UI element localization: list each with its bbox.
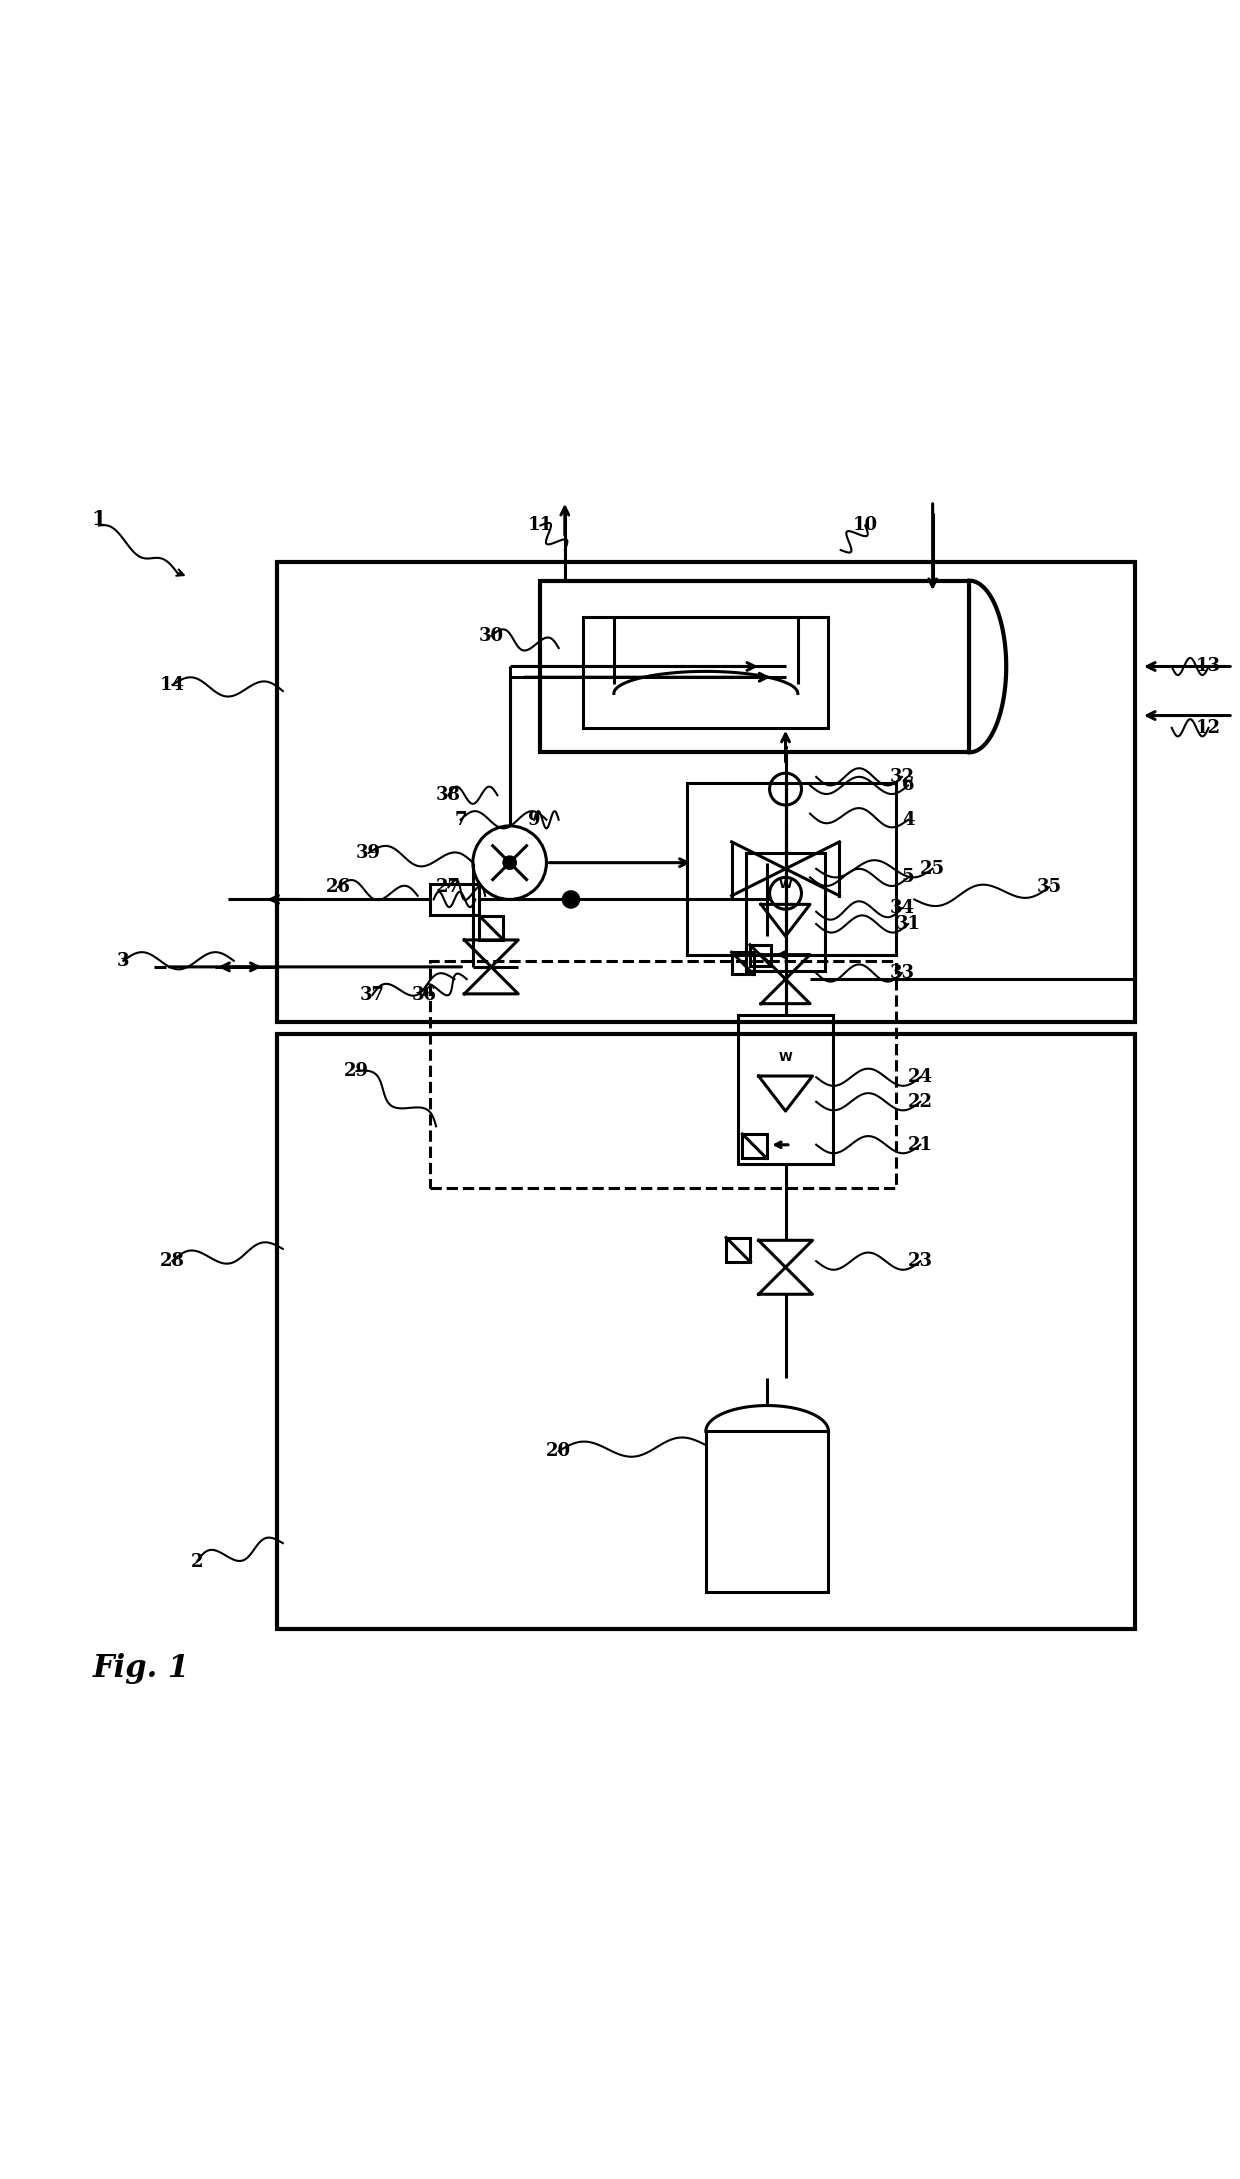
Bar: [687, 782, 895, 954]
Text: 33: 33: [889, 963, 915, 983]
Bar: [583, 617, 828, 728]
Text: 31: 31: [895, 915, 920, 933]
Text: 12: 12: [1197, 719, 1221, 737]
Text: 4: 4: [901, 811, 914, 828]
Text: 10: 10: [853, 516, 878, 534]
Text: 14: 14: [160, 675, 185, 693]
Text: 24: 24: [908, 1068, 932, 1087]
Text: Fig. 1: Fig. 1: [93, 1652, 190, 1684]
Bar: [277, 1035, 1135, 1630]
Text: 11: 11: [528, 516, 553, 534]
Text: 34: 34: [889, 900, 915, 917]
Bar: [727, 1238, 750, 1262]
Bar: [277, 562, 1135, 1022]
Text: 28: 28: [160, 1253, 185, 1270]
Text: 37: 37: [360, 987, 384, 1005]
Text: 27: 27: [435, 878, 461, 896]
Text: 21: 21: [908, 1135, 932, 1153]
Bar: [430, 885, 479, 915]
Text: 35: 35: [1037, 878, 1061, 896]
Text: 30: 30: [479, 628, 503, 645]
Text: 23: 23: [908, 1253, 932, 1270]
Text: 26: 26: [325, 878, 351, 896]
Bar: [738, 1015, 833, 1164]
Text: W: W: [779, 878, 792, 891]
Bar: [746, 852, 825, 970]
Text: 5: 5: [901, 869, 914, 887]
Bar: [750, 946, 771, 965]
Text: 36: 36: [412, 987, 436, 1005]
Text: 22: 22: [908, 1092, 932, 1111]
Text: 7: 7: [454, 811, 466, 828]
Text: 39: 39: [356, 843, 381, 863]
Text: 1: 1: [92, 510, 107, 529]
Text: 32: 32: [889, 767, 915, 787]
Bar: [743, 1133, 766, 1159]
Bar: [479, 915, 503, 939]
Text: 13: 13: [1197, 658, 1221, 675]
Circle shape: [502, 856, 517, 869]
Bar: [706, 1432, 828, 1593]
Text: 20: 20: [546, 1442, 572, 1460]
Bar: [732, 952, 754, 974]
Text: 2: 2: [191, 1554, 203, 1571]
Text: 29: 29: [343, 1061, 368, 1081]
Circle shape: [563, 891, 579, 909]
Text: 38: 38: [435, 787, 461, 804]
Bar: [430, 961, 895, 1188]
Text: W: W: [779, 1050, 792, 1063]
Text: 3: 3: [117, 952, 130, 970]
Text: 9: 9: [528, 811, 541, 828]
Text: 6: 6: [901, 776, 914, 795]
Bar: [541, 580, 970, 752]
Text: 25: 25: [920, 861, 945, 878]
